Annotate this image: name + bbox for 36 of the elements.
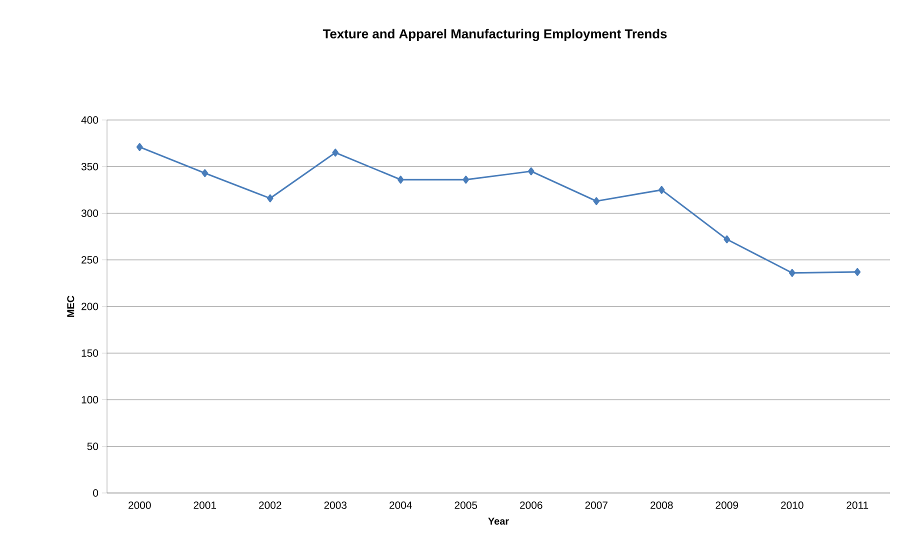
x-tick-label: 2008	[650, 502, 673, 509]
point	[136, 143, 143, 152]
x-tick-label: 2000	[128, 502, 151, 509]
chart-title: Texture and Apparel Manufacturing Employment Trends	[322, 28, 667, 42]
point	[724, 235, 730, 244]
y-tick-label: 300	[81, 210, 98, 217]
point	[593, 197, 600, 206]
x-tick-label: 2004	[390, 502, 412, 509]
point	[658, 186, 665, 194]
y-tick-label: 400	[81, 116, 98, 124]
y-tick-label: 350	[81, 162, 98, 170]
point	[462, 176, 470, 184]
x-tick-label: 2002	[259, 502, 282, 509]
x-tick-label: 2011	[846, 502, 868, 509]
point	[788, 268, 796, 277]
point	[266, 194, 274, 202]
x-tick-label: 2007	[585, 502, 608, 509]
point	[202, 169, 208, 178]
point	[528, 167, 534, 176]
x-tick-label: 2001	[194, 502, 216, 509]
x-tick-label: 2009	[716, 502, 738, 509]
y-tick-label: 0	[93, 489, 98, 497]
point	[332, 148, 339, 157]
y-tick-label: 100	[82, 396, 98, 404]
x-axis-title: Year	[488, 518, 509, 525]
point	[397, 176, 404, 184]
y-tick-label: 50	[87, 442, 98, 450]
x-tick-label: 2005	[454, 502, 478, 509]
x-tick-label: 2006	[520, 502, 542, 509]
x-tick-label: 2010	[781, 502, 804, 509]
y-tick-label: 250	[82, 256, 98, 264]
y-axis-title: MEC	[67, 296, 74, 317]
y-tick-label: 200	[82, 302, 98, 310]
point	[854, 268, 861, 276]
x-tick-label: 2003	[324, 502, 347, 509]
y-tick-label: 150	[82, 349, 98, 357]
